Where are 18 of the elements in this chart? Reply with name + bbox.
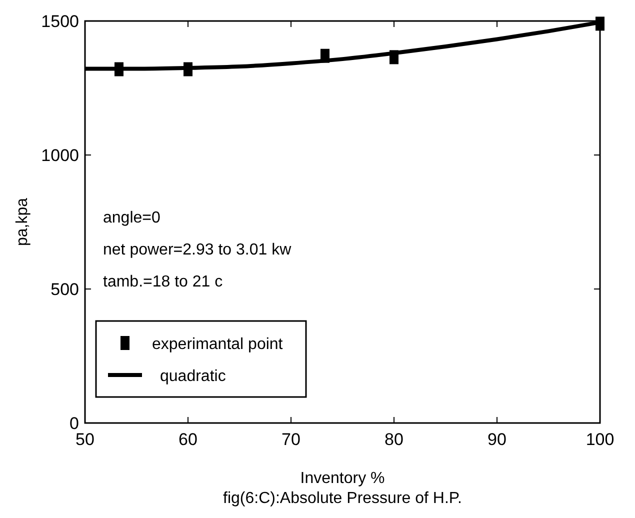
x-tick-label: 60 (178, 430, 198, 449)
y-tick-label: 500 (50, 280, 79, 299)
x-tick-label: 50 (76, 430, 94, 449)
y-tick-label: 0 (70, 414, 79, 433)
y-axis-title: pa,kpa (14, 198, 31, 246)
x-tick-label: 90 (488, 430, 506, 449)
legend-label: experimantal point (152, 336, 284, 353)
x-tick-label: 100 (586, 430, 614, 449)
x-tick-label: 80 (384, 430, 404, 449)
annotation: tamb.=18 to 21 c (103, 273, 223, 290)
x-axis-title: Inventory % (300, 470, 385, 487)
y-tick-label: 1000 (41, 146, 79, 165)
legend-label: quadratic (160, 368, 226, 385)
annotation: net power=2.93 to 3.01 kw (103, 241, 292, 258)
x-tick-label: 70 (282, 430, 300, 449)
y-tick-label: 1500 (41, 12, 79, 31)
annotation: angle=0 (103, 209, 160, 226)
text: fig(6:C):Absolute Pressure of H.P. (223, 490, 462, 507)
